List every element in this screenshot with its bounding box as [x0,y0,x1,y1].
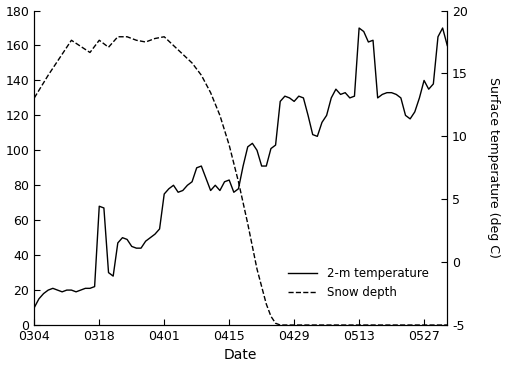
2-m temperature [356,26,362,30]
2-m temperature [429,82,435,86]
Snow depth [161,35,167,39]
Snow depth [87,50,93,55]
Snow depth [383,323,389,327]
Snow depth [434,323,440,327]
2-m temperature [388,91,394,95]
2-m temperature [379,92,385,97]
2-m temperature [156,227,162,231]
Line: 2-m temperature: 2-m temperature [34,28,446,308]
Snow depth [115,35,121,39]
Legend: 2-m temperature, Snow depth: 2-m temperature, Snow depth [282,262,432,303]
2-m temperature [443,43,449,48]
Line: Snow depth: Snow depth [34,37,446,325]
X-axis label: Date: Date [224,348,257,362]
Snow depth [277,323,283,327]
Snow depth [31,96,37,100]
Snow depth [392,323,398,327]
Snow depth [328,323,334,327]
Y-axis label: Surface temperature (deg C): Surface temperature (deg C) [486,77,499,258]
2-m temperature [31,305,37,310]
2-m temperature [318,120,324,125]
2-m temperature [87,286,93,291]
Snow depth [443,323,449,327]
